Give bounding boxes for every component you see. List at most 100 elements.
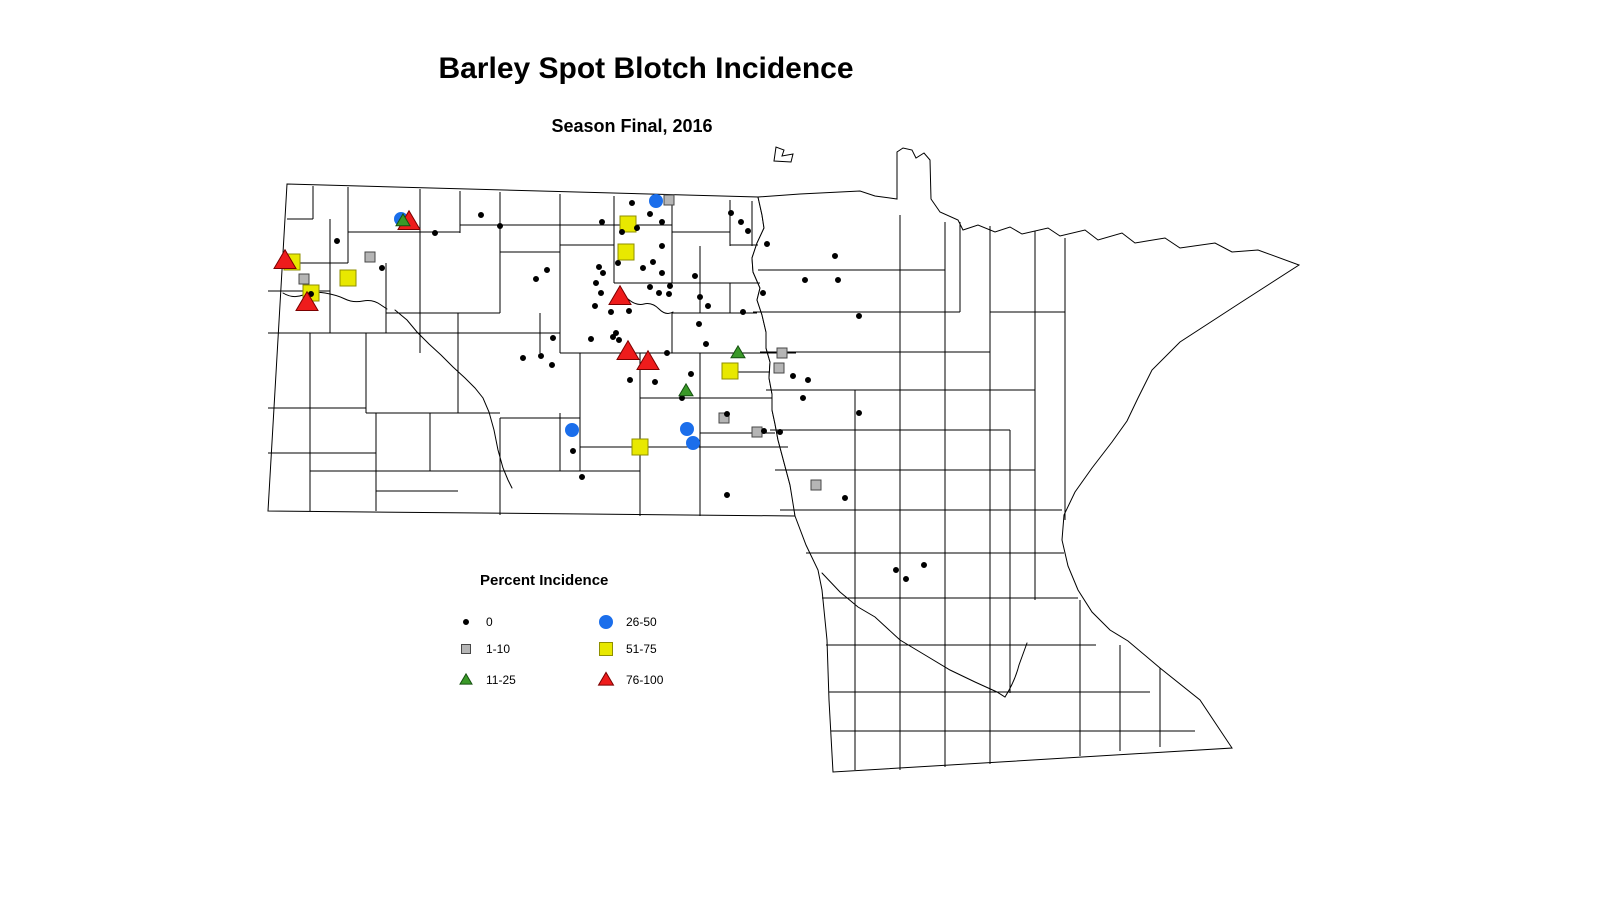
marker-0 [777, 429, 783, 435]
marker-0 [640, 265, 646, 271]
marker-0 [656, 290, 662, 296]
marker-51-75 [619, 215, 637, 233]
marker-0 [616, 337, 622, 343]
legend-item-51-75: 51-75 [596, 639, 657, 659]
marker-0 [842, 495, 848, 501]
marker-0 [599, 219, 605, 225]
marker-0 [800, 395, 806, 401]
marker-76-100 [636, 349, 660, 370]
marker-0 [664, 350, 670, 356]
marker-11-25 [730, 344, 746, 359]
marker-0 [533, 276, 539, 282]
marker-0 [856, 410, 862, 416]
marker-0 [666, 291, 672, 297]
marker-0 [740, 309, 746, 315]
black-dot-icon [463, 619, 469, 625]
marker-0 [538, 353, 544, 359]
marker-0 [608, 309, 614, 315]
marker-0 [805, 377, 811, 383]
marker-0 [627, 377, 633, 383]
marker-0 [724, 492, 730, 498]
marker-0 [696, 321, 702, 327]
marker-0 [610, 334, 616, 340]
marker-0 [478, 212, 484, 218]
marker-0 [626, 308, 632, 314]
marker-76-100 [295, 290, 319, 311]
marker-0 [724, 411, 730, 417]
marker-0 [593, 280, 599, 286]
marker-76-100 [273, 248, 297, 269]
marker-0 [659, 270, 665, 276]
marker-0 [544, 267, 550, 273]
marker-1-10 [773, 362, 785, 374]
marker-0 [432, 230, 438, 236]
marker-0 [802, 277, 808, 283]
marker-26-50 [686, 436, 700, 450]
missouri-river [282, 291, 513, 489]
marker-1-10 [751, 426, 763, 438]
legend-label: 26-50 [626, 615, 657, 629]
legend-item-26-50: 26-50 [596, 612, 657, 632]
marker-0 [745, 228, 751, 234]
marker-0 [334, 238, 340, 244]
marker-0 [588, 336, 594, 342]
marker-1-10 [663, 194, 675, 206]
minnesota-county-lines [753, 215, 1195, 770]
marker-1-10 [810, 479, 822, 491]
marker-0 [379, 265, 385, 271]
marker-0 [688, 371, 694, 377]
marker-0 [634, 225, 640, 231]
marker-51-75 [617, 243, 635, 261]
marker-76-100 [616, 339, 640, 360]
marker-0 [667, 283, 673, 289]
legend-label: 0 [486, 615, 493, 629]
northwest-angle-fragment [773, 146, 794, 163]
marker-0 [550, 335, 556, 341]
marker-1-10 [298, 273, 310, 285]
legend: Percent Incidence 0 1-10 11-25 26-50 51-… [440, 560, 740, 700]
marker-51-75 [721, 362, 739, 380]
marker-26-50 [565, 423, 579, 437]
marker-0 [650, 259, 656, 265]
marker-0 [738, 219, 744, 225]
marker-0 [893, 567, 899, 573]
north-dakota-county-lines [268, 186, 796, 516]
marker-0 [497, 223, 503, 229]
marker-0 [549, 362, 555, 368]
marker-51-75 [631, 438, 649, 456]
marker-0 [659, 219, 665, 225]
marker-0 [705, 303, 711, 309]
marker-0 [703, 341, 709, 347]
marker-0 [520, 355, 526, 361]
marker-0 [652, 379, 658, 385]
marker-0 [659, 243, 665, 249]
marker-0 [921, 562, 927, 568]
minnesota-river [821, 572, 1028, 698]
marker-0 [764, 241, 770, 247]
legend-item-11-25: 11-25 [456, 670, 516, 690]
marker-51-75 [339, 269, 357, 287]
minnesota-outline [751, 147, 1301, 773]
marker-0 [647, 211, 653, 217]
legend-item-76-100: 76-100 [596, 670, 663, 690]
marker-0 [856, 313, 862, 319]
marker-76-100 [608, 284, 632, 305]
marker-0 [903, 576, 909, 582]
blue-circle-icon [599, 615, 613, 629]
legend-label: 11-25 [486, 673, 516, 687]
marker-0 [619, 229, 625, 235]
legend-item-0: 0 [456, 612, 493, 632]
marker-0 [570, 448, 576, 454]
marker-0 [692, 273, 698, 279]
green-triangle-icon [459, 672, 473, 685]
marker-0 [697, 294, 703, 300]
red-triangle-icon [597, 671, 615, 686]
marker-11-25 [678, 382, 694, 397]
marker-0 [579, 474, 585, 480]
marker-0 [600, 270, 606, 276]
missouri-river-bismarck-segment [627, 298, 674, 314]
legend-label: 1-10 [486, 642, 511, 656]
north-dakota-outline [267, 183, 796, 517]
marker-11-25 [395, 212, 411, 227]
